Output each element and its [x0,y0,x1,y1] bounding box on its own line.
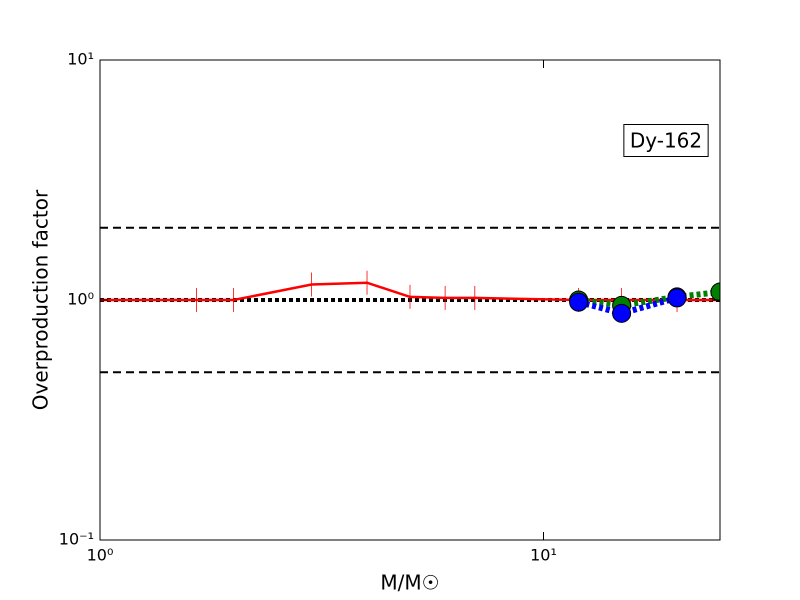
series-line [578,288,720,309]
y-tick-label: 10¹ [67,50,94,69]
plot-area [100,226,720,374]
annotation-frame [623,124,709,157]
marker [612,303,632,323]
x-tick-label: 10¹ [530,546,557,565]
x-axis-label: M/M☉ [380,571,439,595]
marker [667,288,687,308]
annotation-box: Dy-162 [623,124,709,157]
marker [569,292,589,312]
marker [710,282,720,302]
y-tick-label: 10⁻¹ [59,530,94,549]
series-line [100,281,720,302]
annotation: Dy-162 [630,129,702,153]
y-axis-label: Overproduction factor [29,189,53,410]
x-tick-label: 10⁰ [87,546,114,565]
y-tick-label: 10⁰ [67,290,94,309]
